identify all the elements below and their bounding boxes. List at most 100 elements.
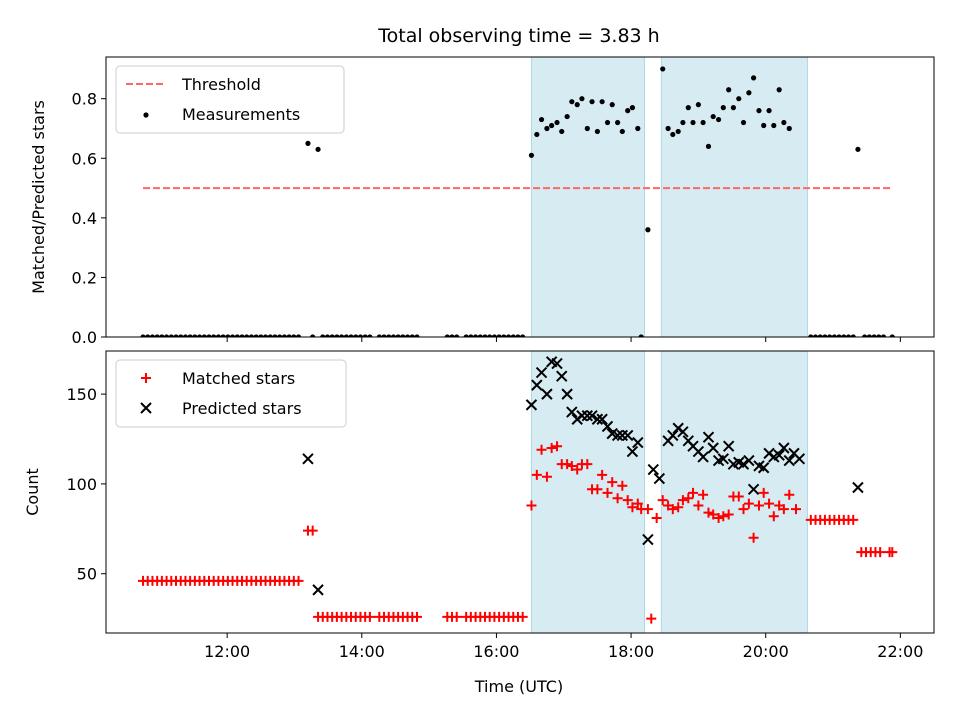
predicted-star-point bbox=[591, 413, 604, 425]
predicted-star-point bbox=[747, 483, 760, 496]
matched-star-point bbox=[546, 442, 557, 453]
measurement-point bbox=[258, 334, 264, 337]
measurement-point bbox=[589, 99, 595, 105]
matched-star-point bbox=[632, 498, 643, 509]
measurement-point bbox=[645, 227, 651, 233]
measurement-point bbox=[740, 119, 747, 126]
measurement-point bbox=[201, 334, 207, 337]
bottom-y-tick-label: 150 bbox=[66, 385, 97, 404]
measurement-point bbox=[781, 119, 787, 126]
measurement-point bbox=[386, 334, 392, 337]
measurement-point bbox=[549, 122, 555, 129]
matched-star-point bbox=[622, 495, 633, 506]
predicted-star-point bbox=[677, 426, 689, 438]
measurement-point bbox=[670, 131, 676, 138]
measurement-point bbox=[615, 119, 621, 126]
measurement-point bbox=[715, 116, 722, 123]
measurement-point bbox=[291, 334, 297, 337]
bottom-y-tick-label: 50 bbox=[77, 565, 97, 584]
bottom-axes-frame bbox=[105, 350, 935, 634]
top-legend-label: Measurements bbox=[182, 105, 300, 124]
matched-star-point bbox=[607, 477, 618, 488]
measurement-point bbox=[619, 128, 625, 135]
matched-star-point bbox=[703, 507, 714, 518]
measurement-point bbox=[487, 334, 493, 337]
predicted-star-point bbox=[541, 388, 553, 400]
measurement-point bbox=[491, 334, 498, 337]
measurement-point bbox=[866, 334, 872, 337]
measurement-point bbox=[409, 334, 415, 337]
matched-star-point bbox=[364, 611, 375, 622]
x-tick-label: 20:00 bbox=[743, 642, 789, 661]
measurement-point bbox=[220, 334, 226, 337]
measurement-point bbox=[515, 334, 521, 337]
predicted-star-point bbox=[312, 584, 324, 596]
measurement-point bbox=[244, 334, 250, 337]
measurement-point bbox=[173, 334, 179, 337]
matched-star-point bbox=[572, 464, 583, 475]
measurement-point bbox=[505, 334, 512, 337]
measurement-point bbox=[463, 334, 469, 337]
predicted-star-point bbox=[722, 440, 735, 452]
measurement-point bbox=[756, 108, 762, 114]
measurement-point bbox=[736, 96, 742, 102]
matched-star-point bbox=[536, 444, 547, 455]
measurement-point bbox=[584, 125, 590, 132]
measurement-point bbox=[468, 334, 474, 337]
series-predicted-stars bbox=[302, 356, 864, 596]
measurement-point bbox=[726, 87, 732, 93]
measurement-point bbox=[845, 334, 852, 337]
top-axes-frame bbox=[105, 56, 935, 338]
predicted-star-point bbox=[556, 370, 568, 382]
measurement-point bbox=[286, 334, 292, 337]
measurement-point bbox=[348, 334, 354, 337]
measurement-point bbox=[609, 102, 615, 108]
matched-star-point bbox=[592, 484, 603, 495]
predicted-star-point bbox=[743, 454, 755, 467]
predicted-star-point bbox=[632, 436, 644, 449]
x-tick-label: 22:00 bbox=[877, 642, 923, 661]
measurement-point bbox=[324, 334, 331, 337]
measurement-point bbox=[225, 334, 231, 337]
top-y-tick-label: 0.6 bbox=[72, 149, 97, 168]
matched-star-point bbox=[764, 498, 775, 509]
matched-star-point bbox=[642, 504, 653, 515]
measurement-point bbox=[295, 334, 302, 337]
measurement-point bbox=[776, 87, 782, 93]
matched-star-point bbox=[562, 459, 573, 470]
measurement-point bbox=[234, 334, 240, 337]
measurement-point bbox=[880, 334, 887, 337]
measurement-point bbox=[272, 334, 278, 337]
top-y-tick-label: 0.2 bbox=[72, 268, 97, 287]
measurement-point bbox=[599, 99, 605, 105]
measurement-point bbox=[766, 108, 772, 114]
measurement-point bbox=[855, 146, 861, 152]
matched-star-point bbox=[677, 495, 688, 506]
legend-matched-swatch bbox=[141, 373, 151, 383]
measurement-point bbox=[638, 334, 644, 337]
matched-star-point bbox=[693, 500, 704, 511]
measurement-point bbox=[178, 334, 184, 337]
measurement-point bbox=[510, 334, 516, 337]
measurement-point bbox=[660, 66, 666, 72]
top-legend: Threshold Measurements bbox=[115, 65, 345, 134]
measurement-point bbox=[277, 334, 283, 337]
measurement-point bbox=[449, 334, 455, 337]
measurement-point bbox=[538, 116, 545, 123]
measurement-point bbox=[320, 334, 326, 337]
predicted-star-point bbox=[642, 533, 654, 546]
matched-star-point bbox=[651, 513, 662, 524]
matched-star-point bbox=[758, 487, 769, 498]
matched-star-point bbox=[698, 489, 709, 500]
measurement-point bbox=[629, 105, 636, 111]
measurement-point bbox=[239, 334, 245, 337]
matched-star-point bbox=[526, 500, 537, 511]
matched-star-point bbox=[412, 611, 423, 622]
matched-star-point bbox=[875, 547, 886, 558]
bottom-panel-star-counts: 12:00 14:00 16:00 18:00 20:00 22:00 50 100 150 Co… bbox=[23, 350, 935, 661]
predicted-star-point bbox=[561, 388, 573, 400]
matched-star-point bbox=[768, 511, 779, 522]
measurement-point bbox=[501, 334, 507, 337]
measurement-point bbox=[414, 334, 420, 337]
matched-star-point bbox=[784, 489, 795, 500]
